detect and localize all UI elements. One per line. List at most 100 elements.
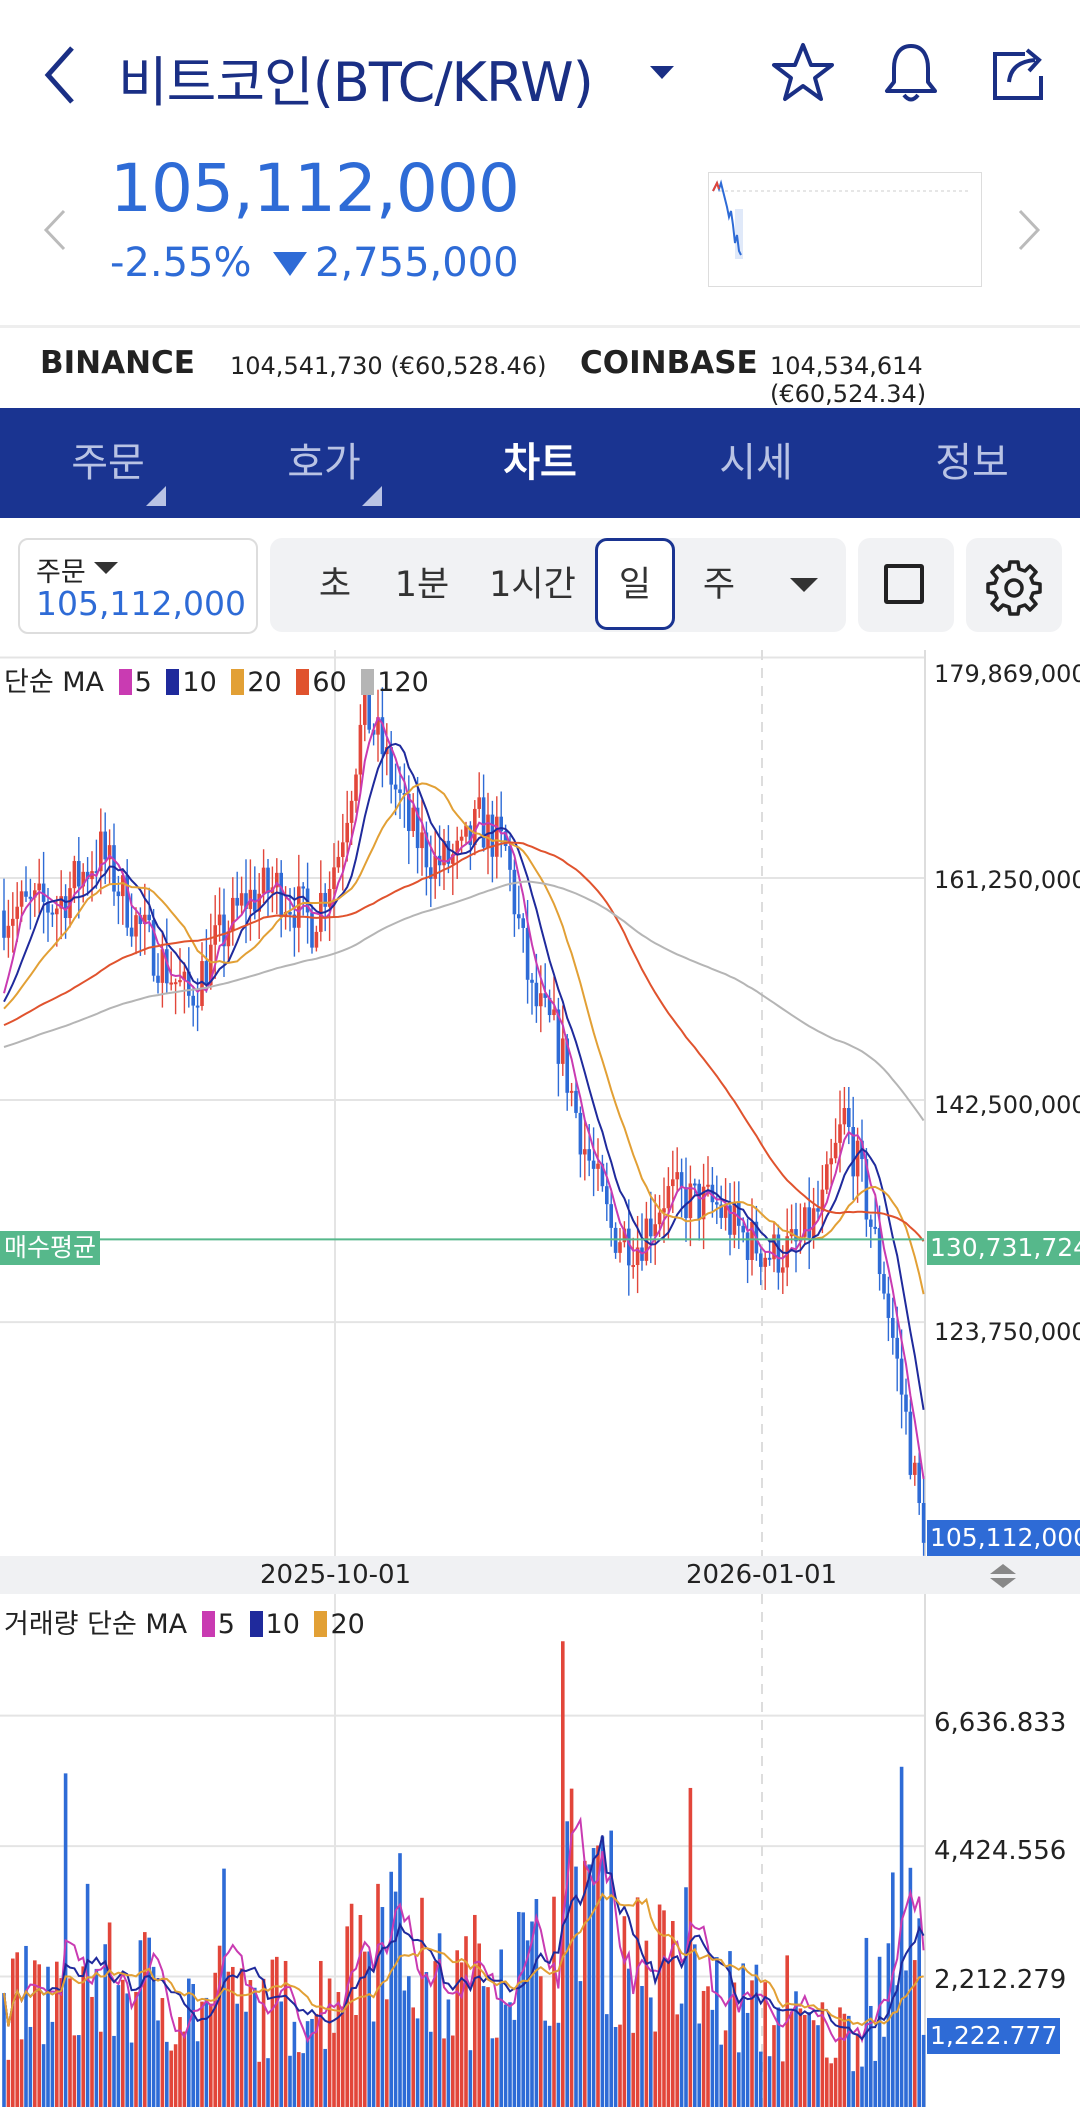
candle <box>323 892 327 907</box>
volume-bar <box>675 2014 679 2107</box>
volume-bar <box>433 1961 437 2107</box>
timeframe-1min[interactable]: 1분 <box>394 565 450 605</box>
volume-bar <box>741 1963 745 2107</box>
volume-bar <box>653 2031 657 2107</box>
volume-bar <box>305 2021 310 2107</box>
layout-square-button[interactable] <box>858 538 954 632</box>
candle <box>842 1108 847 1125</box>
candle <box>530 979 534 983</box>
candle <box>605 1186 609 1205</box>
timeframe-day[interactable]: 일 <box>618 565 652 605</box>
volume-bar <box>77 2035 81 2107</box>
prev-coin-arrow-icon[interactable] <box>40 205 72 255</box>
volume-bar <box>363 1951 367 2107</box>
change-amount: 2,755,000 <box>315 240 519 286</box>
candle <box>851 1127 855 1177</box>
volume-chart[interactable] <box>0 1594 1080 2107</box>
candle <box>99 831 103 872</box>
candle <box>46 901 50 913</box>
tab-chart[interactable]: 차트 <box>503 440 577 486</box>
candle <box>112 845 116 892</box>
volume-bar <box>464 1936 468 2107</box>
volume-bar <box>420 1897 424 2107</box>
candle <box>468 825 473 846</box>
price-chart[interactable] <box>0 650 1080 1556</box>
y-tick-label: 142,500,000 <box>934 1091 1080 1119</box>
candle <box>19 891 24 907</box>
volume-bar <box>389 1871 393 2107</box>
volume-bar <box>24 1945 28 2107</box>
candle <box>816 1208 820 1212</box>
candle <box>781 1267 785 1273</box>
volume-bar <box>591 1848 596 2107</box>
candle <box>336 856 341 868</box>
tab-orderbook-corner-icon <box>362 486 382 506</box>
volume-bar <box>679 2003 684 2107</box>
tab-market[interactable]: 시세 <box>719 440 793 486</box>
next-coin-arrow-icon[interactable] <box>1012 205 1044 255</box>
timeframe-week[interactable]: 주 <box>702 565 736 605</box>
bell-icon[interactable] <box>878 40 944 106</box>
coin-title[interactable]: 비트코인(BTC/KRW) <box>118 51 594 114</box>
timeframe-more-chevron-icon[interactable] <box>790 578 818 592</box>
volume-bar <box>279 2001 283 2107</box>
volume-bar <box>231 1966 235 2107</box>
chevron-down-icon[interactable] <box>650 66 674 79</box>
tab-orderbook[interactable]: 호가 <box>287 440 361 486</box>
candle <box>635 1247 640 1266</box>
order-price-button[interactable] <box>18 538 258 634</box>
volume-bar <box>147 1937 151 2107</box>
timeframe-1hour[interactable]: 1시간 <box>489 565 576 605</box>
candle <box>103 831 107 860</box>
candle <box>662 1208 666 1213</box>
candle <box>332 867 336 890</box>
settings-button[interactable] <box>966 538 1062 632</box>
volume-bar <box>873 2060 877 2107</box>
star-icon[interactable] <box>770 40 836 106</box>
candle <box>345 822 349 843</box>
candle <box>477 797 481 809</box>
volume-bar <box>477 1943 481 2107</box>
ma5-label: 5 <box>134 667 152 698</box>
share-icon[interactable] <box>985 40 1051 106</box>
volume-bar <box>503 2004 508 2107</box>
candle <box>838 1124 842 1143</box>
candle <box>125 875 129 928</box>
volume-bar <box>569 1788 574 2107</box>
candle <box>737 1202 741 1226</box>
candle <box>574 1090 578 1113</box>
volume-bar <box>468 2050 473 2107</box>
volume-bar <box>785 1955 789 2107</box>
volume-bar <box>772 2025 776 2107</box>
volume-bar <box>37 1964 41 2107</box>
square-icon <box>884 564 924 604</box>
candle <box>825 1164 829 1190</box>
candle <box>820 1189 825 1212</box>
vol-ma10-label: 10 <box>265 1609 300 1640</box>
candle <box>275 872 279 888</box>
volume-bar <box>407 1976 411 2107</box>
candle <box>63 896 68 919</box>
volume-bar <box>666 1959 671 2107</box>
tab-info[interactable]: 정보 <box>935 440 1009 486</box>
volume-bar <box>266 2058 270 2107</box>
volume-bar <box>107 1922 112 2107</box>
volume-bar <box>508 2002 512 2107</box>
timeframe-second[interactable]: 초 <box>318 565 352 605</box>
back-arrow-icon[interactable] <box>38 40 84 110</box>
candle <box>481 797 486 848</box>
volume-bar <box>574 1866 578 2107</box>
candle <box>59 896 63 909</box>
candle <box>301 886 305 889</box>
volume-bar <box>728 1951 732 2107</box>
candle <box>847 1108 851 1128</box>
candle <box>869 1219 873 1227</box>
volume-bar <box>798 2008 803 2107</box>
ma60-swatch <box>296 669 310 695</box>
resize-handle-icon[interactable] <box>986 1562 1020 1590</box>
candle <box>191 995 195 1006</box>
tab-order[interactable]: 주문 <box>71 440 145 486</box>
volume-bar <box>789 2011 794 2107</box>
candle <box>182 971 187 981</box>
candle <box>156 975 160 983</box>
